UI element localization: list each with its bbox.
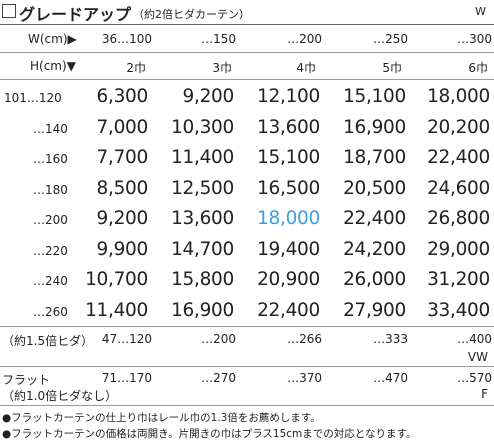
price-cell: 13,600	[257, 116, 320, 138]
height-cell: …160	[33, 152, 68, 166]
vw-mark: VW	[467, 350, 488, 364]
hida-col-2: …200	[201, 332, 236, 346]
price-cell: 26,000	[343, 269, 406, 290]
flat-col-1: 71…170	[101, 371, 152, 385]
price-cell: 12,500	[171, 177, 234, 199]
hida-col-5: …400	[457, 332, 492, 346]
flat-sublabel: （約1.0倍ヒダなし）	[2, 389, 118, 403]
height-cell: …180	[33, 182, 68, 197]
w-mark: W	[475, 5, 486, 18]
price-cell: 15,100	[343, 86, 406, 107]
height-cell: …200	[33, 213, 68, 227]
hida-label: （約1.5倍ヒダ）	[2, 334, 94, 348]
price-cell: 27,900	[343, 299, 406, 321]
divider	[0, 52, 494, 53]
flat-col-4: …470	[373, 371, 408, 385]
price-cell: 9,900	[96, 238, 149, 260]
price-cell: 19,400	[257, 238, 320, 260]
hida-col-1: 47…120	[101, 332, 152, 346]
height-cell: …140	[33, 121, 68, 136]
price-cell: 9,200	[182, 86, 235, 107]
price-cell: 18,000	[427, 86, 490, 107]
price-cell: 24,600	[427, 177, 490, 199]
flat-col-3: …370	[287, 371, 322, 385]
price-cell: 11,400	[85, 299, 148, 321]
price-cell: 11,400	[171, 147, 234, 168]
price-cell: 16,900	[171, 299, 234, 321]
price-cell: 10,700	[85, 269, 148, 290]
price-cell: 18,700	[343, 147, 406, 168]
price-cell: 12,100	[257, 86, 320, 107]
panel-col-2: 3巾	[212, 61, 232, 75]
width-col-5: …300	[457, 32, 492, 46]
hida-col-4: …333	[373, 332, 408, 346]
panel-col-4: 5巾	[382, 61, 402, 75]
divider	[0, 326, 494, 327]
note-2: ●フラットカーテンの価格は両開き。片開きの巾はプラス15cmまでの対応となります…	[2, 428, 417, 440]
price-cell: 16,500	[257, 177, 320, 199]
price-cell: 7,700	[96, 147, 149, 168]
panel-col-1: 2巾	[126, 61, 146, 75]
price-cell: 22,400	[343, 208, 406, 229]
width-col-3: …200	[287, 32, 322, 46]
f-mark: F	[481, 387, 488, 401]
divider	[0, 24, 494, 25]
height-cell: …260	[33, 304, 68, 319]
note-1: ●フラットカーテンの仕上り巾はレール巾の1.3倍をお薦めします。	[2, 412, 321, 424]
price-cell: 10,300	[171, 116, 234, 138]
page-title: グレードアップ	[19, 5, 132, 24]
height-label: H(cm)▼	[30, 59, 76, 73]
price-cell: 31,200	[427, 269, 490, 290]
height-cell: …220	[33, 243, 68, 258]
page-subtitle: （約2倍ヒダカーテン）	[133, 8, 250, 21]
price-cell: 15,800	[171, 269, 234, 290]
price-cell: 24,200	[343, 238, 406, 260]
price-cell: 14,700	[171, 238, 234, 260]
price-cell: 29,000	[427, 238, 490, 260]
height-cell: 101…120	[4, 91, 62, 105]
price-cell: 8,500	[96, 177, 149, 199]
price-cell: 26,800	[427, 208, 490, 229]
price-cell: 16,900	[343, 116, 406, 138]
price-cell: 6,300	[96, 86, 149, 107]
price-cell: 18,000	[257, 208, 320, 229]
price-cell: 20,500	[343, 177, 406, 199]
width-col-4: …250	[373, 32, 408, 46]
price-cell: 20,200	[427, 116, 490, 138]
width-col-2: …150	[201, 32, 236, 46]
width-col-1: 36…100	[101, 32, 152, 46]
checkbox-square-icon	[2, 4, 16, 18]
price-cell: 33,400	[427, 299, 490, 321]
divider	[0, 366, 494, 367]
hida-col-3: …266	[287, 332, 322, 346]
panel-col-3: 4巾	[296, 61, 316, 75]
price-cell: 13,600	[171, 208, 234, 229]
divider	[0, 79, 494, 80]
price-cell: 9,200	[96, 208, 149, 229]
panel-col-5: 6巾	[468, 61, 488, 75]
price-cell: 20,900	[257, 269, 320, 290]
height-cell: …240	[33, 274, 68, 288]
price-cell: 22,400	[257, 299, 320, 321]
divider	[0, 405, 494, 406]
flat-col-2: …270	[201, 371, 236, 385]
table-header: グレードアップ （約2倍ヒダカーテン） W	[0, 0, 494, 24]
width-label: W(cm)▶	[28, 32, 77, 46]
price-cell: 22,400	[427, 147, 490, 168]
price-cell: 15,100	[257, 147, 320, 168]
flat-label: フラット	[2, 373, 51, 387]
flat-col-5: …570	[457, 371, 492, 385]
price-cell: 7,000	[96, 116, 149, 138]
